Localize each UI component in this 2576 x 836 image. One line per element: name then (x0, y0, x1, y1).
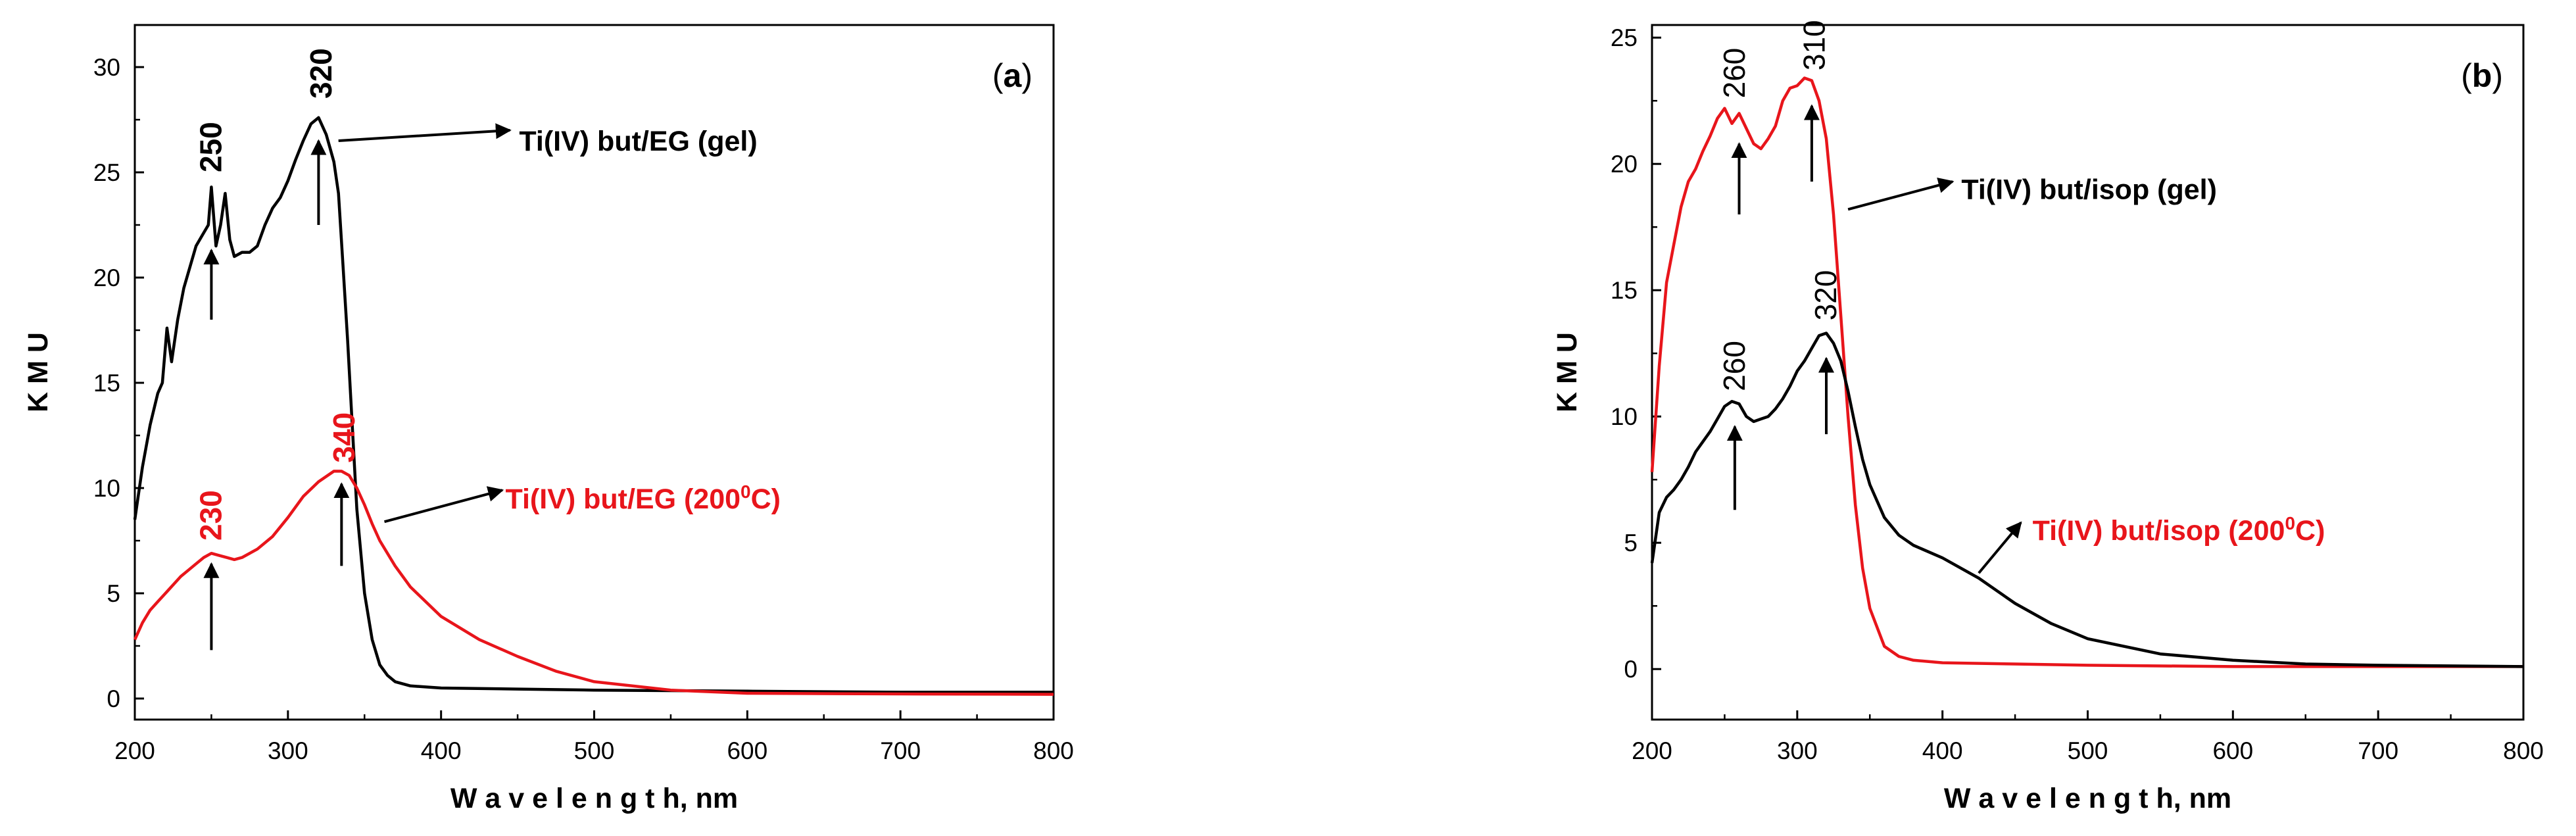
panel-label: (a) (992, 57, 1033, 94)
y-tick-label: 25 (1611, 24, 1638, 51)
series-line-1 (133, 470, 1054, 696)
series-annotation: Ti(IV) but/EG (2000C) (505, 481, 781, 515)
x-axis-label: W a v e l e n g t h, nm (450, 783, 738, 814)
x-tick-label: 800 (1033, 737, 1074, 764)
x-tick-label: 700 (2358, 737, 2398, 764)
y-tick-label: 5 (107, 580, 120, 607)
series-annotation: Ti(IV) but/isop (2000C) (2033, 513, 2325, 547)
x-axis-label: W a v e l e n g t h, nm (1944, 783, 2231, 814)
x-tick-label: 200 (114, 737, 155, 764)
series-line-0 (1650, 76, 2523, 668)
peak-label: 260 (1717, 341, 1751, 391)
peak-label: 230 (193, 490, 228, 541)
x-tick-label: 300 (1777, 737, 1818, 764)
x-tick-label: 400 (421, 737, 462, 764)
x-tick-label: 400 (1922, 737, 1963, 764)
peak-label: 320 (304, 48, 338, 99)
x-tick-label: 700 (880, 737, 921, 764)
y-axis-label: K M U (1551, 332, 1583, 412)
series-annotation: Ti(IV) but/isop (gel) (1961, 174, 2217, 206)
y-tick-label: 15 (1611, 277, 1638, 304)
y-tick-label: 15 (93, 370, 120, 397)
panel-a: 200 300 400 500 600 700 800 0 5 10 15 20 25 30 W a v e… (22, 24, 1074, 814)
annotation-arrow (338, 123, 512, 142)
annotation-arrow (1978, 521, 2022, 574)
panel-b: 200 300 400 500 600 700 800 0 5 10 15 20 25 W a v e l… (1551, 20, 2544, 814)
x-tick-label: 500 (574, 737, 615, 764)
annotation-arrow (384, 486, 504, 524)
series-annotation: Ti(IV) but/EG (gel) (519, 126, 757, 157)
peak-label: 340 (327, 412, 361, 463)
x-tick-label: 200 (1632, 737, 1672, 764)
x-tick-label: 500 (2068, 737, 2108, 764)
peak-label: 320 (1809, 270, 1843, 321)
y-tick-label: 20 (93, 264, 120, 291)
plot-frame (1651, 24, 2525, 721)
peak-label: 310 (1797, 20, 1831, 70)
y-tick-label: 5 (1624, 529, 1638, 556)
y-tick-label: 0 (107, 685, 120, 712)
series-line-1 (1650, 332, 2524, 668)
y-tick-label: 30 (93, 54, 120, 81)
x-tick-label: 300 (268, 737, 308, 764)
x-tick-label: 600 (2212, 737, 2253, 764)
y-axis-label: K M U (22, 332, 54, 412)
y-tick-label: 20 (1611, 151, 1638, 178)
panel-label: (b) (2461, 57, 2503, 94)
x-tick-label: 800 (2503, 737, 2544, 764)
y-tick-label: 10 (1611, 403, 1638, 430)
x-tick-label: 600 (727, 737, 767, 764)
peak-label: 250 (193, 122, 228, 172)
series-line-0 (133, 116, 1054, 694)
peak-label: 260 (1717, 48, 1751, 99)
y-tick-label: 10 (93, 475, 120, 502)
y-tick-label: 0 (1624, 656, 1638, 683)
y-tick-label: 25 (93, 159, 120, 186)
annotation-arrow (1847, 178, 1955, 211)
